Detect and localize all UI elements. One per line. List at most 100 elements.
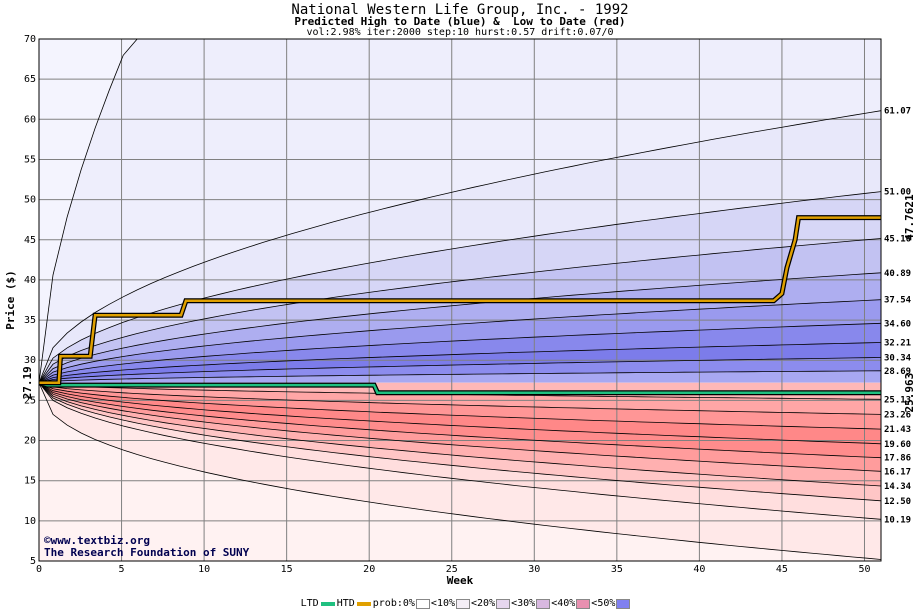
band-level-label-25-13: 25.13 bbox=[884, 395, 911, 405]
x-tick-label-45: 45 bbox=[776, 564, 788, 575]
band-level-label-17-86: 17.86 bbox=[884, 454, 911, 464]
legend-ltd-swatch bbox=[320, 601, 335, 606]
band-high-5 bbox=[39, 323, 881, 383]
contour-line-4 bbox=[38, 272, 882, 384]
band-low-5 bbox=[39, 382, 881, 472]
chart-subtitle: Predicted High to Date (blue) & Low to D… bbox=[294, 15, 626, 28]
contour-line-19 bbox=[38, 382, 882, 560]
band-high-8 bbox=[39, 370, 881, 383]
band-high-6 bbox=[39, 342, 881, 383]
band-low-1 bbox=[39, 382, 881, 415]
contour-line-8 bbox=[38, 357, 882, 384]
plot-frame bbox=[38, 38, 882, 562]
axis-labels: 0 5 10 15 20 25 30 35 40 45 5051015202530354045505… bbox=[4, 34, 916, 587]
band-high-0 bbox=[39, 110, 881, 383]
band-level-label-40-89: 40.89 bbox=[884, 269, 911, 279]
htd-series-line bbox=[39, 216, 881, 385]
contour-line-5 bbox=[38, 299, 882, 384]
band-low-3 bbox=[39, 382, 881, 444]
percentile-contours bbox=[38, 38, 882, 560]
y-tick-label-55: 55 bbox=[24, 154, 36, 165]
x-tick-label-5: 5 bbox=[119, 564, 125, 575]
band-level-label-23-26: 23.26 bbox=[884, 410, 911, 420]
band-high-outer bbox=[39, 39, 881, 383]
y-tick-label-70: 70 bbox=[24, 34, 36, 45]
contour-line-16 bbox=[38, 382, 882, 487]
band-level-label-28-69: 28.69 bbox=[884, 367, 911, 377]
axes bbox=[38, 38, 882, 562]
x-tick-label-20: 20 bbox=[363, 564, 375, 575]
legend-swatch-10 bbox=[456, 598, 471, 609]
credit-website: ©www.textbiz.org bbox=[44, 534, 150, 547]
contour-line-17 bbox=[38, 382, 882, 502]
legend-swatch-30 bbox=[536, 598, 551, 609]
credit-foundation: The Research Foundation of SUNY bbox=[44, 546, 250, 559]
band-level-label-45-16: 45.16 bbox=[884, 234, 911, 244]
chart-params: vol:2.98% iter:2000 step:10 hurst:0.57 d… bbox=[306, 27, 614, 38]
series-lines bbox=[38, 215, 881, 396]
x-tick-label-50: 50 bbox=[858, 564, 870, 575]
contour-line-12 bbox=[38, 382, 882, 430]
legend-swatch-50 bbox=[616, 598, 631, 609]
y-tick-label-5: 5 bbox=[30, 556, 36, 567]
ltd-end-label: 25.963 bbox=[903, 373, 916, 413]
band-low-4 bbox=[39, 382, 881, 458]
band-level-label-12-50: 12.50 bbox=[884, 497, 911, 507]
band-level-label-51-00: 51.00 bbox=[884, 188, 911, 198]
band-low-2 bbox=[39, 382, 881, 430]
legend-swatch-40 bbox=[576, 598, 591, 609]
contour-line-1 bbox=[38, 110, 882, 383]
band-level-label-32-21: 32.21 bbox=[884, 338, 911, 348]
contour-line-15 bbox=[38, 382, 882, 472]
contour-line-13 bbox=[38, 382, 882, 445]
y-tick-label-50: 50 bbox=[24, 195, 36, 206]
y-tick-label-45: 45 bbox=[24, 235, 36, 246]
band-level-label-10-19: 10.19 bbox=[884, 515, 911, 525]
x-tick-label-0: 0 bbox=[36, 564, 42, 575]
y-axis-label: Price ($) bbox=[4, 270, 17, 330]
x-tick-label-15: 15 bbox=[281, 564, 293, 575]
contour-line-6 bbox=[38, 322, 882, 384]
start-price-label: 27.19 bbox=[21, 366, 34, 399]
y-tick-label-65: 65 bbox=[24, 74, 36, 85]
band-level-label-37-54: 37.54 bbox=[884, 296, 912, 306]
band-low-7 bbox=[39, 382, 881, 501]
band-level-label-21-43: 21.43 bbox=[884, 425, 911, 435]
contour-line-11 bbox=[38, 382, 882, 415]
legend-htd-swatch bbox=[356, 601, 371, 606]
y-tick-label-60: 60 bbox=[24, 114, 36, 125]
chart-title: National Western Life Group, Inc. - 1992 bbox=[291, 2, 629, 18]
x-tick-label-35: 35 bbox=[611, 564, 623, 575]
y-tick-label-10: 10 bbox=[24, 516, 36, 527]
legend-swatch-20 bbox=[496, 598, 511, 609]
y-tick-label-15: 15 bbox=[24, 476, 36, 487]
contour-line-3 bbox=[38, 238, 882, 384]
band-high-2 bbox=[39, 238, 881, 383]
contour-line-9 bbox=[38, 370, 882, 384]
x-tick-label-40: 40 bbox=[693, 564, 705, 575]
contour-line-2 bbox=[38, 191, 882, 383]
band-level-label-61-07: 61.07 bbox=[884, 107, 911, 117]
htd-end-label: 47.7621 bbox=[903, 194, 916, 241]
x-tick-label-25: 25 bbox=[446, 564, 458, 575]
y-tick-label-35: 35 bbox=[24, 315, 36, 326]
band-level-label-30-34: 30.34 bbox=[884, 354, 912, 364]
y-tick-label-30: 30 bbox=[24, 355, 36, 366]
band-low-6 bbox=[39, 382, 881, 486]
y-tick-label-20: 20 bbox=[24, 436, 36, 447]
band-level-label-34-60: 34.60 bbox=[884, 319, 911, 329]
band-level-label-14-34: 14.34 bbox=[884, 482, 912, 492]
y-tick-label-25: 25 bbox=[24, 395, 36, 406]
x-axis-label: Week bbox=[447, 574, 474, 587]
legend: LTD HTD prob:0% <10% <20% <30% <40% <50% bbox=[0, 587, 920, 610]
x-tick-label-30: 30 bbox=[528, 564, 540, 575]
band-low-outer bbox=[39, 382, 881, 560]
contour-line-7 bbox=[38, 342, 882, 384]
y-tick-label-40: 40 bbox=[24, 275, 36, 286]
contour-line-14 bbox=[38, 382, 882, 459]
contour-line-18 bbox=[38, 382, 882, 520]
legend-swatch-0 bbox=[415, 598, 430, 609]
band-level-label-19-60: 19.60 bbox=[884, 440, 911, 450]
x-tick-label-10: 10 bbox=[198, 564, 210, 575]
